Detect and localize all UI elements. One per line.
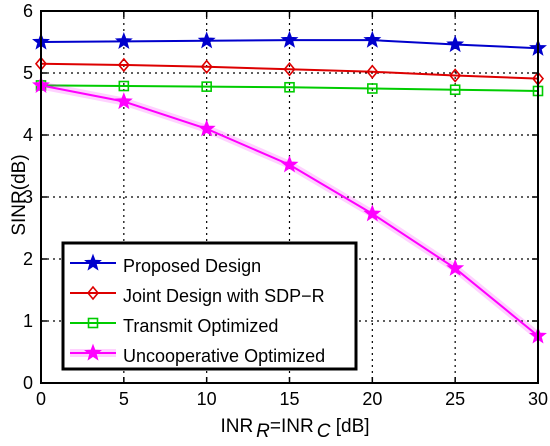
data-point-diamond (117, 57, 130, 73)
legend-entry-3 (70, 343, 116, 361)
data-point-diamond (283, 62, 296, 77)
x-tick-label: 20 (362, 389, 382, 409)
data-point-star (114, 31, 133, 50)
data-point-diamond (366, 64, 379, 80)
x-tick-label: 5 (119, 389, 129, 409)
legend-entry-label: Proposed Design (123, 256, 261, 276)
data-point-square (118, 80, 130, 92)
tick-labels: 0 5 10 15 20 25 30 0 1 2 3 4 5 6 (23, 1, 548, 409)
legend-entry-label: Transmit Optimized (123, 316, 278, 336)
data-point-square (449, 84, 461, 96)
x-axis-label-part: INR (220, 416, 253, 437)
data-point-star (280, 30, 299, 48)
y-tick-label: 2 (23, 249, 33, 269)
data-point-diamond (200, 59, 213, 75)
legend-entry-0 (70, 253, 116, 271)
data-point-star (363, 204, 382, 222)
x-tick-label: 10 (197, 389, 217, 409)
data-point-star (446, 35, 465, 53)
data-point-diamond (86, 285, 100, 301)
data-point-star (280, 155, 299, 173)
series-line (40, 62, 539, 80)
x-axis-label-part: =INR (270, 416, 314, 437)
data-point-star (114, 92, 133, 110)
x-axis-label: INR R=INR C [dB] (220, 416, 369, 442)
data-point-square (284, 81, 295, 93)
y-tick-label: 3 (23, 187, 33, 207)
x-tick-label: 30 (528, 389, 548, 409)
x-axis-label-subscript: C (317, 421, 331, 442)
series-1 (34, 56, 545, 86)
series-line (40, 84, 539, 92)
axes (40, 10, 539, 384)
y-axis-label: SINR(dB) (9, 154, 30, 235)
x-axis-label-part: [dB] (330, 416, 369, 437)
data-point-star (197, 119, 216, 137)
legend-entry-1 (70, 285, 116, 301)
data-point-star (446, 258, 465, 276)
legend-entry-label: Uncooperative Optimized (123, 346, 325, 366)
x-axis-label-subscript: R (256, 421, 270, 442)
data-point-square (87, 317, 99, 329)
legend-entry-label: Joint Design with SDP−R (123, 286, 325, 306)
data-point-star (363, 30, 382, 48)
data-point-diamond (449, 68, 462, 83)
y-tick-label: 5 (23, 63, 33, 83)
data-point-star (84, 343, 102, 361)
y-tick-label: 4 (23, 125, 33, 145)
data-point-square (367, 83, 378, 94)
data-point-star (84, 253, 102, 271)
legend: Proposed Design Joint Design with SDP−R … (61, 241, 358, 371)
y-tick-label: 1 (23, 311, 33, 331)
series-0 (32, 30, 547, 56)
y-tick-label: 0 (23, 373, 33, 393)
data-point-square (201, 81, 212, 92)
y-tick-label: 6 (23, 1, 33, 21)
x-tick-label: 25 (445, 389, 465, 409)
data-point-star (197, 31, 216, 49)
x-tick-label: 15 (279, 389, 299, 409)
x-tick-label: 0 (36, 389, 46, 409)
legend-entry-2 (70, 317, 116, 329)
